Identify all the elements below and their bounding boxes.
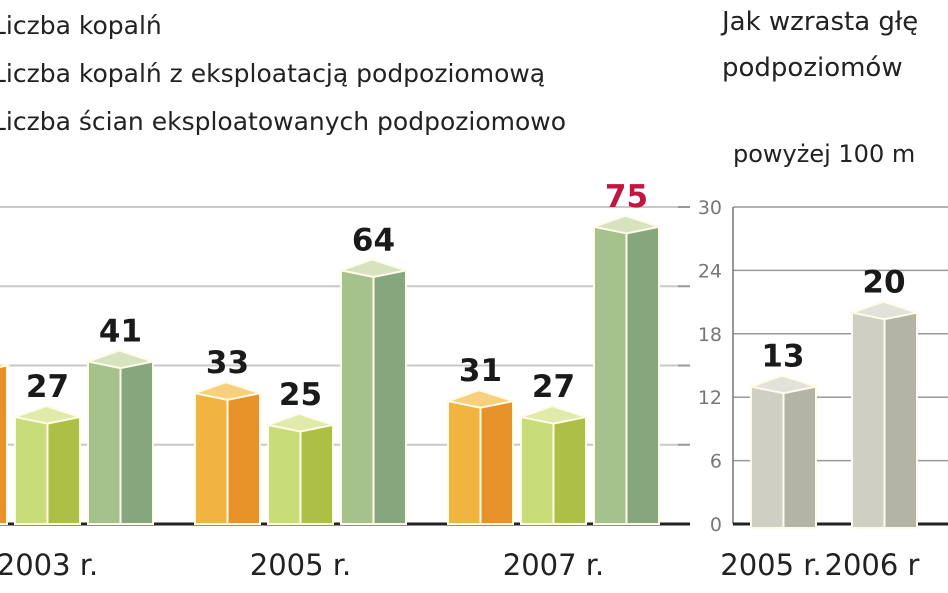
data-label: 33 (206, 345, 249, 381)
bar-front-right (119, 360, 154, 525)
bar-2-1 (517, 404, 590, 526)
y-tick-label: 0 (710, 514, 722, 536)
data-label: 27 (26, 369, 69, 405)
bar-top-face (191, 381, 264, 401)
x-tick-label: 2006 r (825, 548, 920, 582)
data-label: 41 (99, 314, 142, 350)
bar-front-left (750, 385, 785, 529)
bar-top-face (337, 258, 410, 279)
bar-top-face (848, 300, 921, 321)
bars: 27 41 2003 r. 33 25 64 2005 r. 31 27 75 2007 r. 13 2… (0, 179, 921, 582)
data-label: 75 (605, 179, 648, 215)
bar-front-left (340, 269, 375, 525)
data-label: 13 (761, 339, 804, 375)
bar-front-right (479, 400, 514, 526)
bar-top-face (747, 374, 820, 395)
legend-item-2: Liczba ścian eksploatowanych podpoziomow… (0, 107, 566, 136)
bar-front-right (372, 269, 407, 525)
bar-top-face (590, 214, 663, 235)
legend-item-1: Liczba kopalń z eksploatacją podpoziomow… (0, 59, 545, 88)
y-tick-label: 24 (698, 260, 722, 282)
bar-front-right (299, 423, 334, 525)
bar-front-right (46, 416, 81, 526)
x-tick-label: 2007 r. (503, 548, 605, 582)
right-subtitle: powyżej 100 m (733, 140, 915, 168)
bar-top-face (0, 362, 11, 368)
x-tick-label: 2005 r. (720, 548, 822, 582)
y-tick-label: 12 (698, 387, 722, 409)
bar-front-right (883, 311, 918, 529)
right-bar-0 (747, 374, 820, 529)
bar-2-2 (590, 214, 663, 525)
right-title-line-1: Jak wzrasta głę (720, 7, 918, 37)
legend-item-0: Liczba kopalń (0, 11, 162, 40)
bar-2-0 (444, 389, 517, 526)
x-tick-label: 2005 r. (250, 548, 352, 582)
bar-top-face (84, 349, 157, 370)
bar-front-right (625, 225, 660, 525)
bar-0-0 (0, 362, 11, 525)
bar-top-face (264, 412, 337, 433)
y-tick-label: 6 (710, 451, 722, 473)
bar-front-right (226, 392, 261, 525)
y-tick-label: 30 (698, 197, 722, 219)
bar-1-0 (191, 381, 264, 525)
bar-front-right (782, 385, 817, 529)
right-bar-1 (848, 300, 921, 529)
data-label: 27 (532, 369, 575, 405)
data-label: 64 (352, 222, 395, 258)
bar-front-left (520, 416, 555, 526)
data-label: 25 (279, 377, 322, 413)
texts: Liczba kopalń Liczba kopalń z eksploatac… (0, 7, 918, 168)
bar-front-left (851, 311, 886, 529)
bar-front-left (267, 423, 302, 525)
bar-top-face (444, 389, 517, 409)
y-tick-label: 18 (698, 324, 722, 346)
x-tick-label: 2003 r. (0, 548, 98, 582)
bar-0-1 (11, 404, 84, 526)
bar-front-left (593, 225, 628, 525)
bar-front-left (194, 392, 229, 525)
bar-top-face (517, 404, 590, 425)
right-title-line-2: podpoziomów (722, 53, 903, 83)
bar-front-left (87, 360, 122, 525)
bar-front-left (14, 416, 49, 526)
bar-front-right (552, 416, 587, 526)
bar-top-face (11, 404, 84, 425)
bar-front-left (447, 400, 482, 526)
data-label: 31 (459, 353, 502, 389)
data-label: 20 (862, 265, 905, 301)
bar-1-2 (337, 258, 410, 525)
bar-1-1 (264, 412, 337, 525)
bar-0-2 (84, 349, 157, 525)
bar-front-right (0, 364, 8, 525)
